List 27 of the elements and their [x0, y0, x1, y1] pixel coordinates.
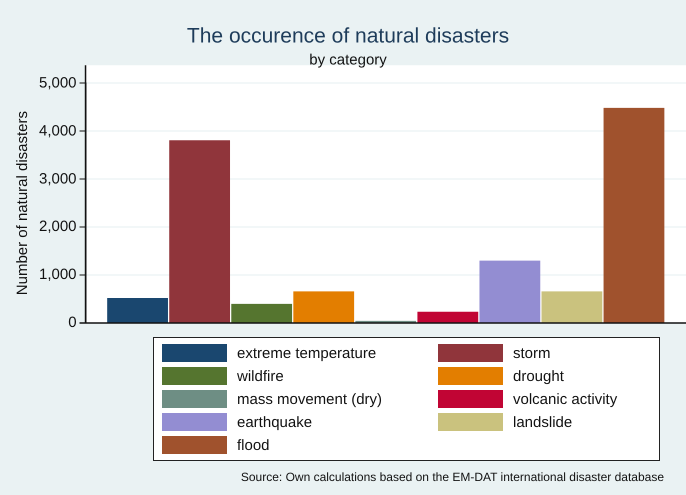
bar: [293, 291, 354, 322]
source-note: Source: Own calculations based on the EM-DAT international disaster database: [240, 470, 665, 484]
chart-subtitle: by category: [309, 51, 388, 68]
legend-label: extreme temperature: [237, 344, 376, 362]
y-tick-label: 5,000: [38, 74, 77, 92]
y-tick-label: 1,000: [38, 266, 77, 284]
legend-label: mass movement (dry): [237, 390, 382, 408]
bar: [417, 312, 478, 322]
y-tick-label: 0: [68, 314, 77, 332]
legend-label: drought: [513, 368, 564, 384]
bar: [604, 108, 664, 322]
legend-label: volcanic activity: [513, 390, 618, 408]
legend-label: storm: [513, 344, 550, 362]
bar: [107, 298, 168, 322]
bar: [542, 291, 602, 322]
legend-label: flood: [237, 436, 270, 454]
legend-label: wildfire: [237, 368, 284, 384]
y-axis-title: Number of natural disasters: [14, 110, 32, 296]
y-tick-label: 2,000: [38, 218, 77, 236]
legend-label: landslide: [513, 414, 572, 430]
y-tick-label: 4,000: [38, 122, 77, 140]
y-tick-label: 3,000: [38, 170, 77, 188]
bar: [169, 140, 230, 322]
bar: [479, 260, 540, 322]
legend-label: earthquake: [237, 414, 312, 430]
bar: [231, 304, 292, 322]
chart-title: The occurence of natural disasters: [186, 24, 510, 48]
